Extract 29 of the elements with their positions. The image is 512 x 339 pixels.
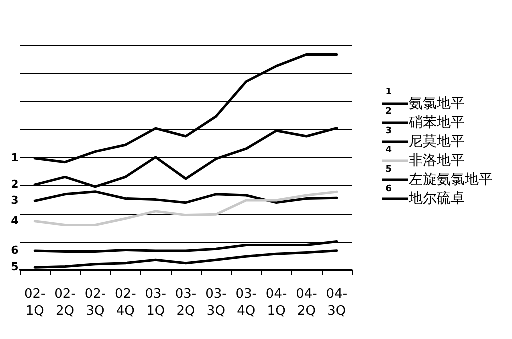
x-tick-label: 02-3Q [84,287,106,319]
annotation: 3 [11,194,19,208]
annotation: 5 [11,260,19,274]
x-tick-label: 03-4Q [236,287,258,319]
annotation: 2 [11,178,19,191]
text: 6 [386,184,392,194]
annotation: 4 [11,214,20,228]
text: 4 [386,146,392,156]
legend-label: 左旋氨氯地平 [409,172,493,188]
text: 2 [386,106,392,117]
legend-label: 硝苯地平 [408,115,465,131]
x-tick-label: 04-3Q [326,287,348,319]
x-tick-label: 04-2Q [296,287,318,319]
x-tick-label: 03-1Q [145,287,167,319]
x-tick-label: 03-3Q [206,287,228,319]
x-tick-label: 03-2Q [175,287,197,319]
x-tick-label: 02-2Q [54,287,76,319]
legend-label: 非洛地平 [409,153,465,169]
legend-label: 氨氯地平 [409,96,465,112]
annotation: 1 [11,151,19,164]
legend-label: 尼莫地平 [409,134,465,150]
text: 5 [386,165,392,176]
legend-label: 地尔硫卓 [408,191,465,207]
x-tick-label: 02-1Q [24,287,46,319]
text: 1 [386,88,392,98]
x-tick-label: 04-1Q [266,287,288,319]
x-tick-label: 02-4Q [115,287,137,319]
text: 3 [386,126,392,136]
annotation: 6 [11,244,20,258]
